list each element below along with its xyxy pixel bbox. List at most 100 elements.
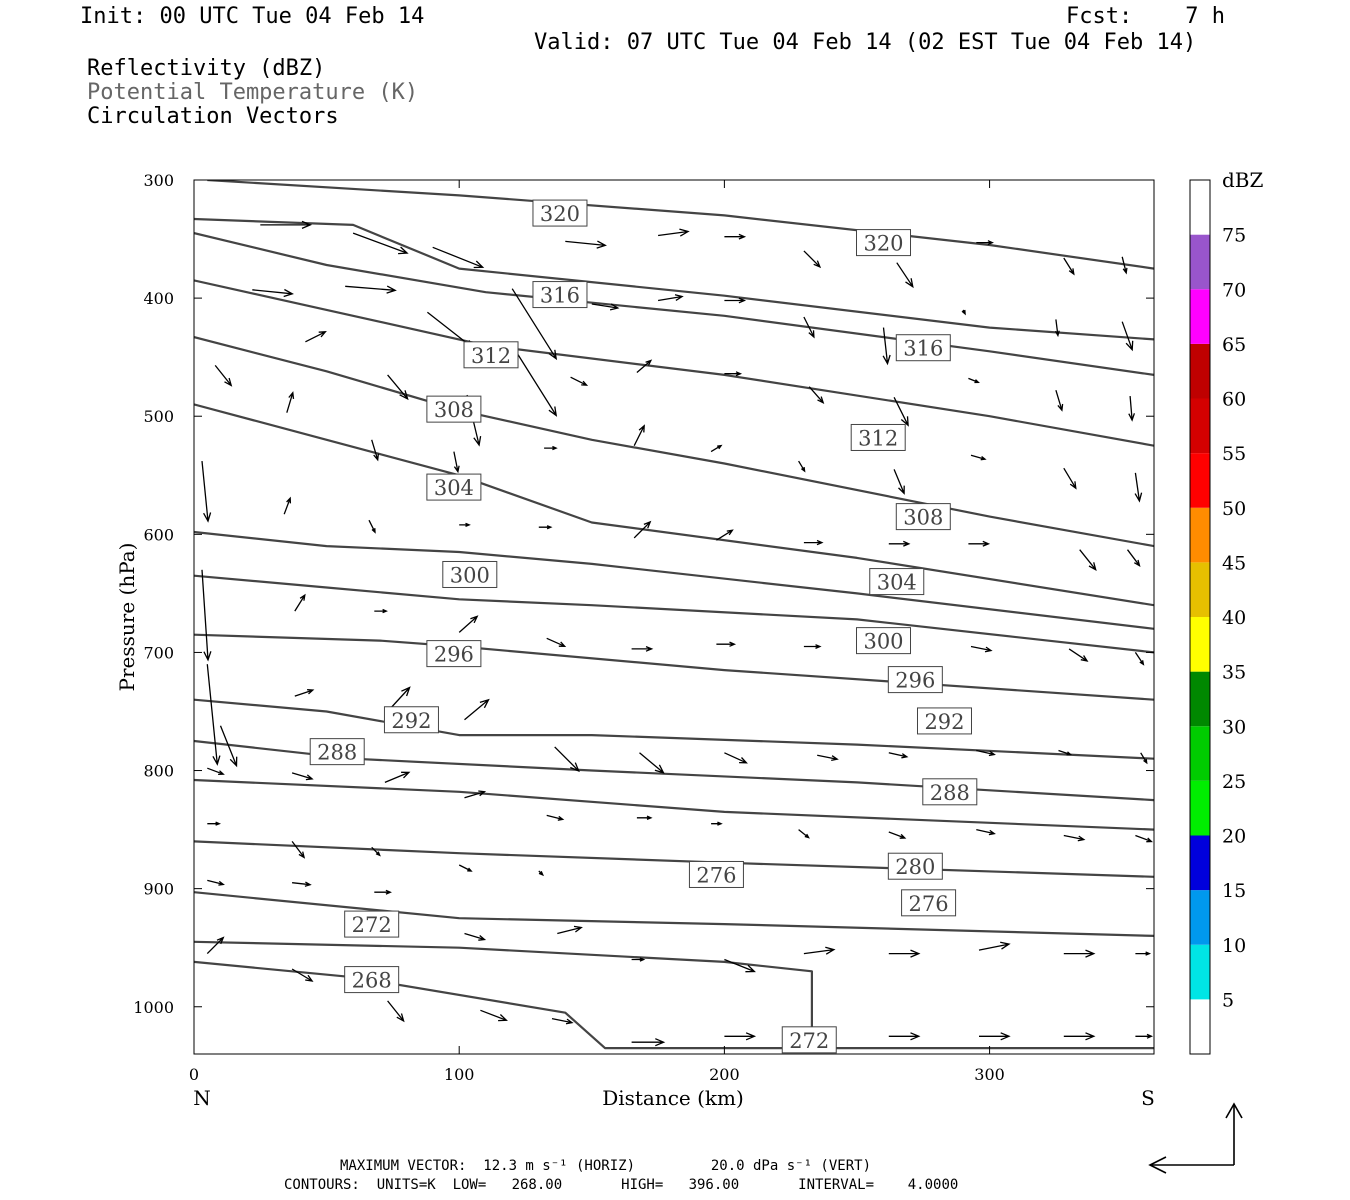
colorbar-segment [1190,343,1210,399]
circulation-vector [291,772,314,781]
contour-label-box [887,852,943,880]
circulation-vector [1063,467,1077,490]
colorbar-label: dBZ [1222,168,1264,192]
circulation-vector [803,539,824,546]
circulation-vector [1135,834,1153,843]
circulation-vector [371,439,380,462]
contour-label: 320 [540,202,580,226]
colorbar-segment [1190,398,1210,454]
contour-label-box [895,334,951,362]
colorbar-segment [1190,507,1210,563]
contour-label: 316 [540,284,580,308]
colorbar-segment [1190,289,1210,344]
circulation-vector [633,520,652,539]
circulation-vector [387,374,409,401]
x-end-label-north: N [193,1086,211,1110]
circulation-vector [305,331,327,343]
circulation-vector [546,637,567,647]
circulation-vector [1135,951,1152,956]
circulation-vector [1134,472,1143,503]
circulation-vector [710,444,723,453]
circulation-vector [432,246,485,269]
circulation-vector [464,790,487,799]
circulation-vector [711,821,723,826]
contour-label-box [344,966,400,994]
contour-label-box [688,860,744,888]
circulation-vector [201,461,212,523]
circulation-vector [352,232,409,255]
circulation-vector [252,288,294,298]
contour-label-box [532,199,588,227]
theta-contour [194,403,1154,607]
colorbar-segment [1190,835,1210,891]
contour-label: 268 [352,969,392,993]
colorbar-tick-label: 75 [1222,225,1246,247]
contour-label: 296 [895,669,935,693]
circulation-vector [387,1000,405,1023]
contour-label-box [895,503,951,531]
contour-label: 312 [858,426,898,450]
circulation-vector [291,968,314,982]
circulation-vector [724,233,747,240]
contour-label: 288 [317,741,357,765]
contour-label: 296 [434,643,474,667]
circulation-vector [1134,652,1145,666]
circulation-vector [206,664,221,766]
circulation-vector [716,641,737,647]
circulation-vector [724,297,747,304]
forecast-hour: Fcst: 7 h [1066,4,1225,29]
contour-label-box [856,229,912,257]
circulation-vector [544,445,558,451]
colorbar-tick-label: 55 [1222,443,1246,465]
contour-label: 320 [863,232,903,256]
contour-label: 276 [696,863,736,887]
circulation-vector [546,814,565,821]
circulation-vector [1121,321,1134,352]
theta-contour [194,840,1154,878]
contour-label-box [344,910,400,938]
circulation-vector [206,936,225,955]
circulation-vector [374,608,388,614]
y-axis-label: Pressure (hPa) [115,543,139,692]
circulation-vector [817,754,839,762]
circulation-vector [1079,549,1097,572]
circulation-vector [1135,1033,1154,1039]
circulation-vector [639,752,665,774]
circulation-vector [976,240,994,246]
circulation-vector [633,424,645,446]
circulation-vector [570,376,589,386]
circulation-vector [968,540,991,547]
circulation-vector [207,821,221,826]
colorbar-frame [1189,179,1211,1055]
circulation-vector [374,889,392,895]
y-tick-label: 600 [143,525,174,544]
y-tick-label: 800 [143,762,174,781]
colorbar-tick-label: 40 [1222,607,1246,629]
circulation-vector [1126,549,1141,568]
circulation-vector [384,771,411,783]
circulation-vector [459,522,471,528]
circulation-vector [1068,648,1089,662]
reference-vector-icon [1148,1102,1243,1174]
theta-contour [194,530,1154,630]
circulation-vector [716,529,734,541]
circulation-vector [291,841,306,859]
colorbar-tick-label: 60 [1222,389,1246,411]
contour-label-box [463,341,519,369]
circulation-vector [803,316,815,339]
colorbar-segment [1190,726,1210,781]
contour-label-box [532,281,588,309]
circulation-vector [453,451,460,474]
theta-contour [207,180,1154,270]
circulation-vector [1128,396,1136,422]
contour-label: 304 [434,476,474,500]
circulation-vector [976,749,996,757]
colorbar: 5 10 15 20 25 30 35 40 45 50 55 60 65 70 75 [1189,179,1246,1055]
contour-info: CONTOURS: UNITS=K LOW= 268.00 HIGH= 396.… [284,1177,959,1193]
circulation-vector [591,303,620,311]
circulation-vector [657,294,684,302]
circulation-vector [896,262,914,289]
max-vector-info: MAXIMUM VECTOR: 12.3 m s⁻¹ (HORIZ) 20.0 … [340,1158,872,1174]
circulation-vector [464,698,490,721]
colorbar-segment [1190,671,1210,727]
